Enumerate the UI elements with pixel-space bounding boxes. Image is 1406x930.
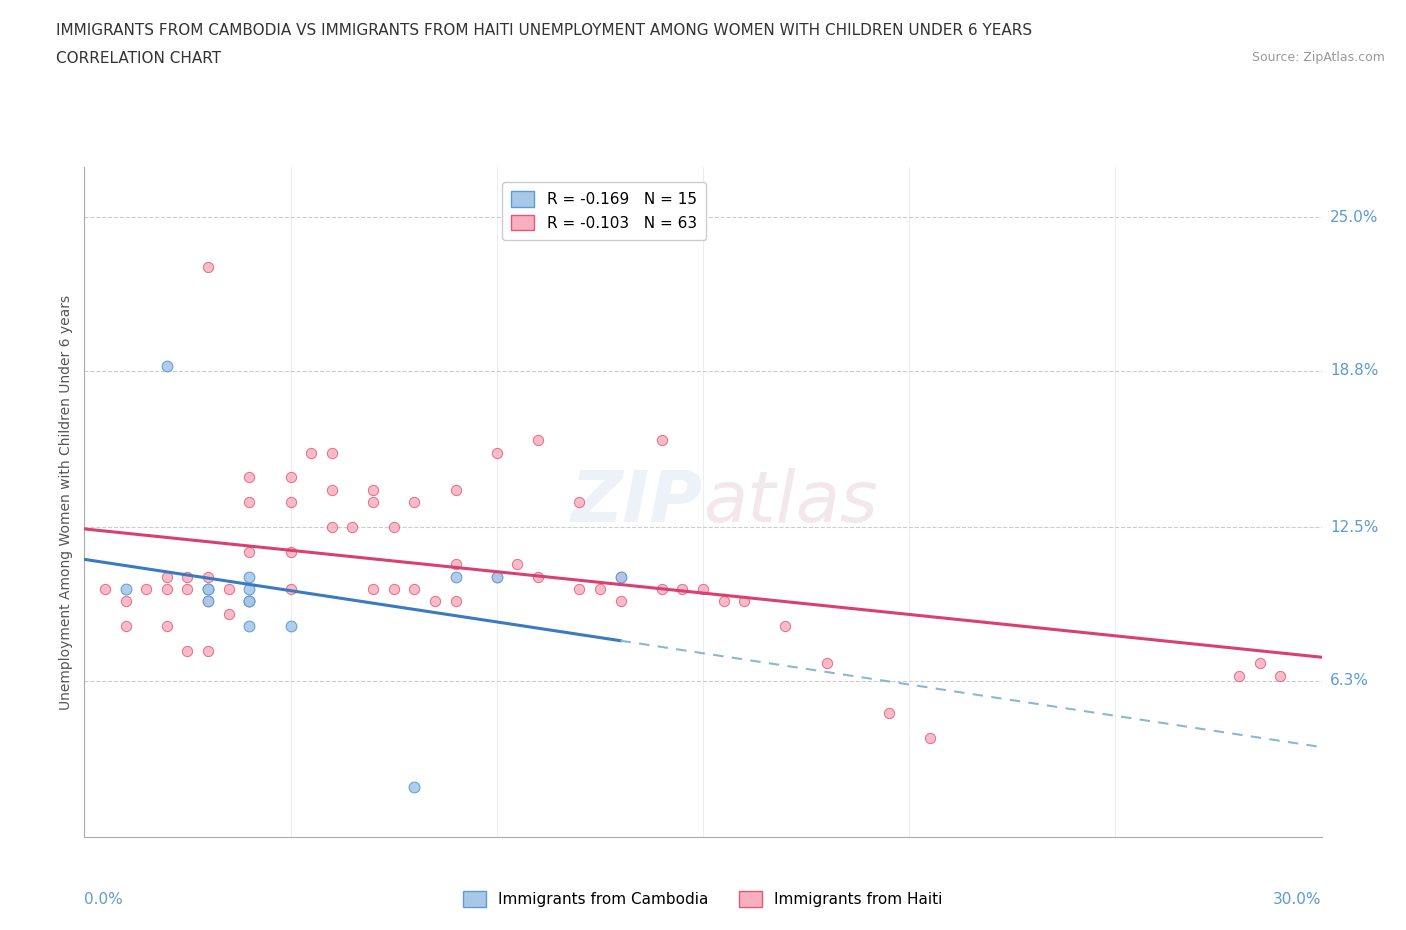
Point — [382, 581, 405, 596]
Point — [280, 470, 302, 485]
Point — [918, 730, 941, 745]
Text: 6.3%: 6.3% — [1330, 673, 1369, 688]
Point — [404, 780, 426, 795]
Point — [321, 520, 343, 535]
Point — [238, 594, 260, 609]
Point — [1270, 669, 1292, 684]
Point — [218, 581, 240, 596]
Point — [361, 495, 384, 510]
Point — [485, 445, 508, 460]
Point — [651, 432, 673, 447]
Point — [815, 656, 838, 671]
Point — [238, 594, 260, 609]
Point — [361, 581, 384, 596]
Point — [609, 594, 631, 609]
Text: 18.8%: 18.8% — [1330, 364, 1378, 379]
Point — [485, 569, 508, 584]
Point — [197, 594, 219, 609]
Text: Source: ZipAtlas.com: Source: ZipAtlas.com — [1251, 51, 1385, 64]
Point — [197, 581, 219, 596]
Point — [114, 618, 136, 633]
Text: 12.5%: 12.5% — [1330, 520, 1378, 535]
Point — [156, 569, 179, 584]
Point — [423, 594, 446, 609]
Legend: Immigrants from Cambodia, Immigrants from Haiti: Immigrants from Cambodia, Immigrants fro… — [457, 884, 949, 913]
Point — [218, 606, 240, 621]
Point — [527, 569, 550, 584]
Point — [651, 581, 673, 596]
Point — [568, 581, 591, 596]
Point — [238, 495, 260, 510]
Legend: R = -0.169   N = 15, R = -0.103   N = 63: R = -0.169 N = 15, R = -0.103 N = 63 — [502, 181, 706, 240]
Point — [156, 618, 179, 633]
Point — [280, 544, 302, 559]
Point — [609, 569, 631, 584]
Point — [404, 581, 426, 596]
Point — [713, 594, 735, 609]
Point — [692, 581, 714, 596]
Text: 30.0%: 30.0% — [1274, 892, 1322, 907]
Point — [609, 569, 631, 584]
Point — [280, 618, 302, 633]
Point — [197, 259, 219, 274]
Text: 0.0%: 0.0% — [84, 892, 124, 907]
Point — [156, 358, 179, 373]
Point — [671, 581, 693, 596]
Y-axis label: Unemployment Among Women with Children Under 6 years: Unemployment Among Women with Children U… — [59, 295, 73, 710]
Text: atlas: atlas — [703, 468, 877, 537]
Point — [321, 483, 343, 498]
Point — [1249, 656, 1271, 671]
Point — [568, 495, 591, 510]
Text: 25.0%: 25.0% — [1330, 209, 1378, 224]
Point — [114, 581, 136, 596]
Text: CORRELATION CHART: CORRELATION CHART — [56, 51, 221, 66]
Point — [299, 445, 322, 460]
Point — [589, 581, 612, 596]
Point — [197, 569, 219, 584]
Point — [321, 445, 343, 460]
Point — [444, 483, 467, 498]
Point — [114, 594, 136, 609]
Point — [197, 594, 219, 609]
Text: ZIP: ZIP — [571, 468, 703, 537]
Point — [361, 483, 384, 498]
Point — [342, 520, 364, 535]
Point — [135, 581, 157, 596]
Point — [280, 495, 302, 510]
Point — [877, 706, 900, 721]
Point — [280, 581, 302, 596]
Point — [485, 569, 508, 584]
Point — [1227, 669, 1250, 684]
Text: IMMIGRANTS FROM CAMBODIA VS IMMIGRANTS FROM HAITI UNEMPLOYMENT AMONG WOMEN WITH : IMMIGRANTS FROM CAMBODIA VS IMMIGRANTS F… — [56, 23, 1032, 38]
Point — [176, 569, 198, 584]
Point — [238, 594, 260, 609]
Point — [238, 581, 260, 596]
Point — [238, 470, 260, 485]
Point — [527, 432, 550, 447]
Point — [382, 520, 405, 535]
Point — [238, 544, 260, 559]
Point — [176, 581, 198, 596]
Point — [444, 594, 467, 609]
Point — [94, 581, 117, 596]
Point — [775, 618, 797, 633]
Point — [156, 581, 179, 596]
Point — [404, 495, 426, 510]
Point — [444, 569, 467, 584]
Point — [238, 569, 260, 584]
Point — [176, 644, 198, 658]
Point — [197, 581, 219, 596]
Point — [506, 557, 529, 572]
Point — [733, 594, 755, 609]
Point — [238, 618, 260, 633]
Point — [197, 644, 219, 658]
Point — [444, 557, 467, 572]
